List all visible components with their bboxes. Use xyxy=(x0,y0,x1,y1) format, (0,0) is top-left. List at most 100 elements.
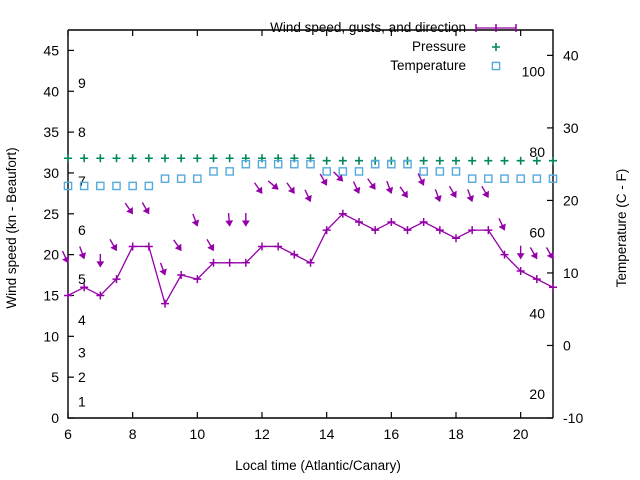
beaufort-scale-labels: 1 2 3 4 5 6 7 8 9 xyxy=(78,75,86,410)
fahrenheit-label: 20 xyxy=(529,386,545,402)
pressure-marker xyxy=(128,154,137,163)
temperature-marker xyxy=(354,167,364,176)
y-tick-label: 15 xyxy=(43,287,59,303)
wind-speed-marker xyxy=(387,217,396,226)
wind-speed-marker xyxy=(484,226,493,235)
temperature-marker xyxy=(79,181,89,191)
beaufort-label: 5 xyxy=(78,271,86,287)
temperature-marker xyxy=(273,159,283,169)
wind-direction-arrow xyxy=(481,185,490,198)
beaufort-label: 4 xyxy=(78,312,86,328)
fahrenheit-scale-labels: 20 40 60 80 100 xyxy=(522,63,546,402)
wind-direction-arrow xyxy=(333,171,344,182)
wind-direction-arrow xyxy=(173,239,182,251)
pressure-marker xyxy=(500,156,509,165)
legend-label: Temperature xyxy=(390,58,466,73)
pressure-marker xyxy=(80,154,89,163)
y2-tick-label: 10 xyxy=(563,265,579,281)
y2-tick-label: -10 xyxy=(563,410,583,426)
wind-direction-arrow xyxy=(304,189,312,203)
pressure-marker xyxy=(516,156,525,165)
y-tick-label: 40 xyxy=(43,83,59,99)
wind-direction-arrow xyxy=(206,238,215,252)
temperature-marker xyxy=(532,174,542,183)
wind-speed-marker xyxy=(419,217,428,226)
x-tick-label: 10 xyxy=(190,426,206,442)
beaufort-label: 6 xyxy=(78,222,86,238)
temperature-marker xyxy=(548,174,558,183)
y-axis-title: Wind speed (kn - Beaufort) xyxy=(4,147,19,308)
temperature-marker xyxy=(225,167,234,176)
pressure-marker xyxy=(144,154,153,163)
wind-direction-arrow xyxy=(267,180,279,190)
series-wind-speed xyxy=(64,209,557,308)
x-tick-label: 18 xyxy=(448,426,464,442)
pressure-marker xyxy=(452,156,460,165)
wind-direction-arrow xyxy=(141,202,150,215)
fahrenheit-label: 60 xyxy=(529,224,545,240)
x-tick-label: 8 xyxy=(129,426,137,442)
temperature-marker xyxy=(209,167,218,176)
wind-direction-arrow xyxy=(61,250,70,264)
wind-direction-arrow xyxy=(96,253,105,268)
wind-speed-marker xyxy=(80,283,89,292)
temperature-marker xyxy=(128,181,137,191)
temperature-marker xyxy=(144,181,154,191)
wind-speed-marker xyxy=(322,226,331,235)
wind-direction-arrow xyxy=(545,247,554,260)
wind-speed-marker xyxy=(144,242,153,251)
wind-speed-marker xyxy=(290,250,299,259)
temperature-marker xyxy=(387,159,396,169)
x-tick-label: 14 xyxy=(319,426,335,442)
wind-direction-arrow xyxy=(434,189,442,203)
pressure-marker xyxy=(177,154,186,163)
wind-direction-arrow xyxy=(385,180,394,194)
wind-direction-arrow xyxy=(109,238,118,252)
wind-direction-arrow xyxy=(448,185,457,198)
legend-label: Wind speed, gusts, and direction xyxy=(270,20,466,35)
wind-direction-arrow xyxy=(466,189,475,203)
wind-direction-arrow xyxy=(124,202,134,215)
wind-direction-arrow xyxy=(78,246,87,260)
y-tick-label: 5 xyxy=(51,369,59,385)
pressure-marker xyxy=(549,156,557,165)
x-axis-ticks: 6 8 10 12 14 16 18 20 xyxy=(64,30,529,442)
wind-speed-marker xyxy=(177,271,186,280)
pressure-marker xyxy=(64,154,72,163)
y-tick-label: 25 xyxy=(43,206,59,222)
chart-legend: Wind speed, gusts, and direction Pressure… xyxy=(270,20,517,73)
y2-axis-ticks: -10 0 10 20 30 40 xyxy=(547,47,583,426)
temperature-marker xyxy=(160,174,170,183)
wind-speed-marker xyxy=(355,217,363,226)
temperature-marker xyxy=(500,174,509,183)
beaufort-label: 7 xyxy=(78,173,86,189)
wind-direction-arrow xyxy=(319,173,328,186)
pressure-marker xyxy=(96,154,105,163)
temperature-marker xyxy=(176,174,186,183)
beaufort-label: 8 xyxy=(78,124,86,140)
wind-speed-marker xyxy=(371,226,380,235)
series-wind-direction-arrows xyxy=(61,171,554,276)
pressure-marker xyxy=(209,154,218,163)
temperature-marker xyxy=(370,159,380,169)
wind-speed-marker xyxy=(241,258,250,267)
y-tick-label: 10 xyxy=(43,328,59,344)
beaufort-label: 9 xyxy=(78,75,86,91)
wind-direction-arrow xyxy=(399,186,409,198)
pressure-marker xyxy=(338,156,347,165)
wind-speed-marker xyxy=(96,291,105,300)
pressure-marker xyxy=(322,156,331,165)
y2-tick-label: 0 xyxy=(563,337,571,353)
temperature-marker xyxy=(338,167,348,176)
x-tick-label: 20 xyxy=(513,426,529,442)
pressure-marker xyxy=(225,154,234,163)
beaufort-label: 2 xyxy=(78,369,86,385)
temperature-marker xyxy=(63,181,73,191)
wind-speed-marker xyxy=(435,226,444,235)
wind-speed-marker xyxy=(112,275,121,284)
temperature-marker xyxy=(467,174,477,183)
x-axis-title: Local time (Atlantic/Canary) xyxy=(235,458,401,473)
wind-direction-arrow xyxy=(159,262,167,276)
